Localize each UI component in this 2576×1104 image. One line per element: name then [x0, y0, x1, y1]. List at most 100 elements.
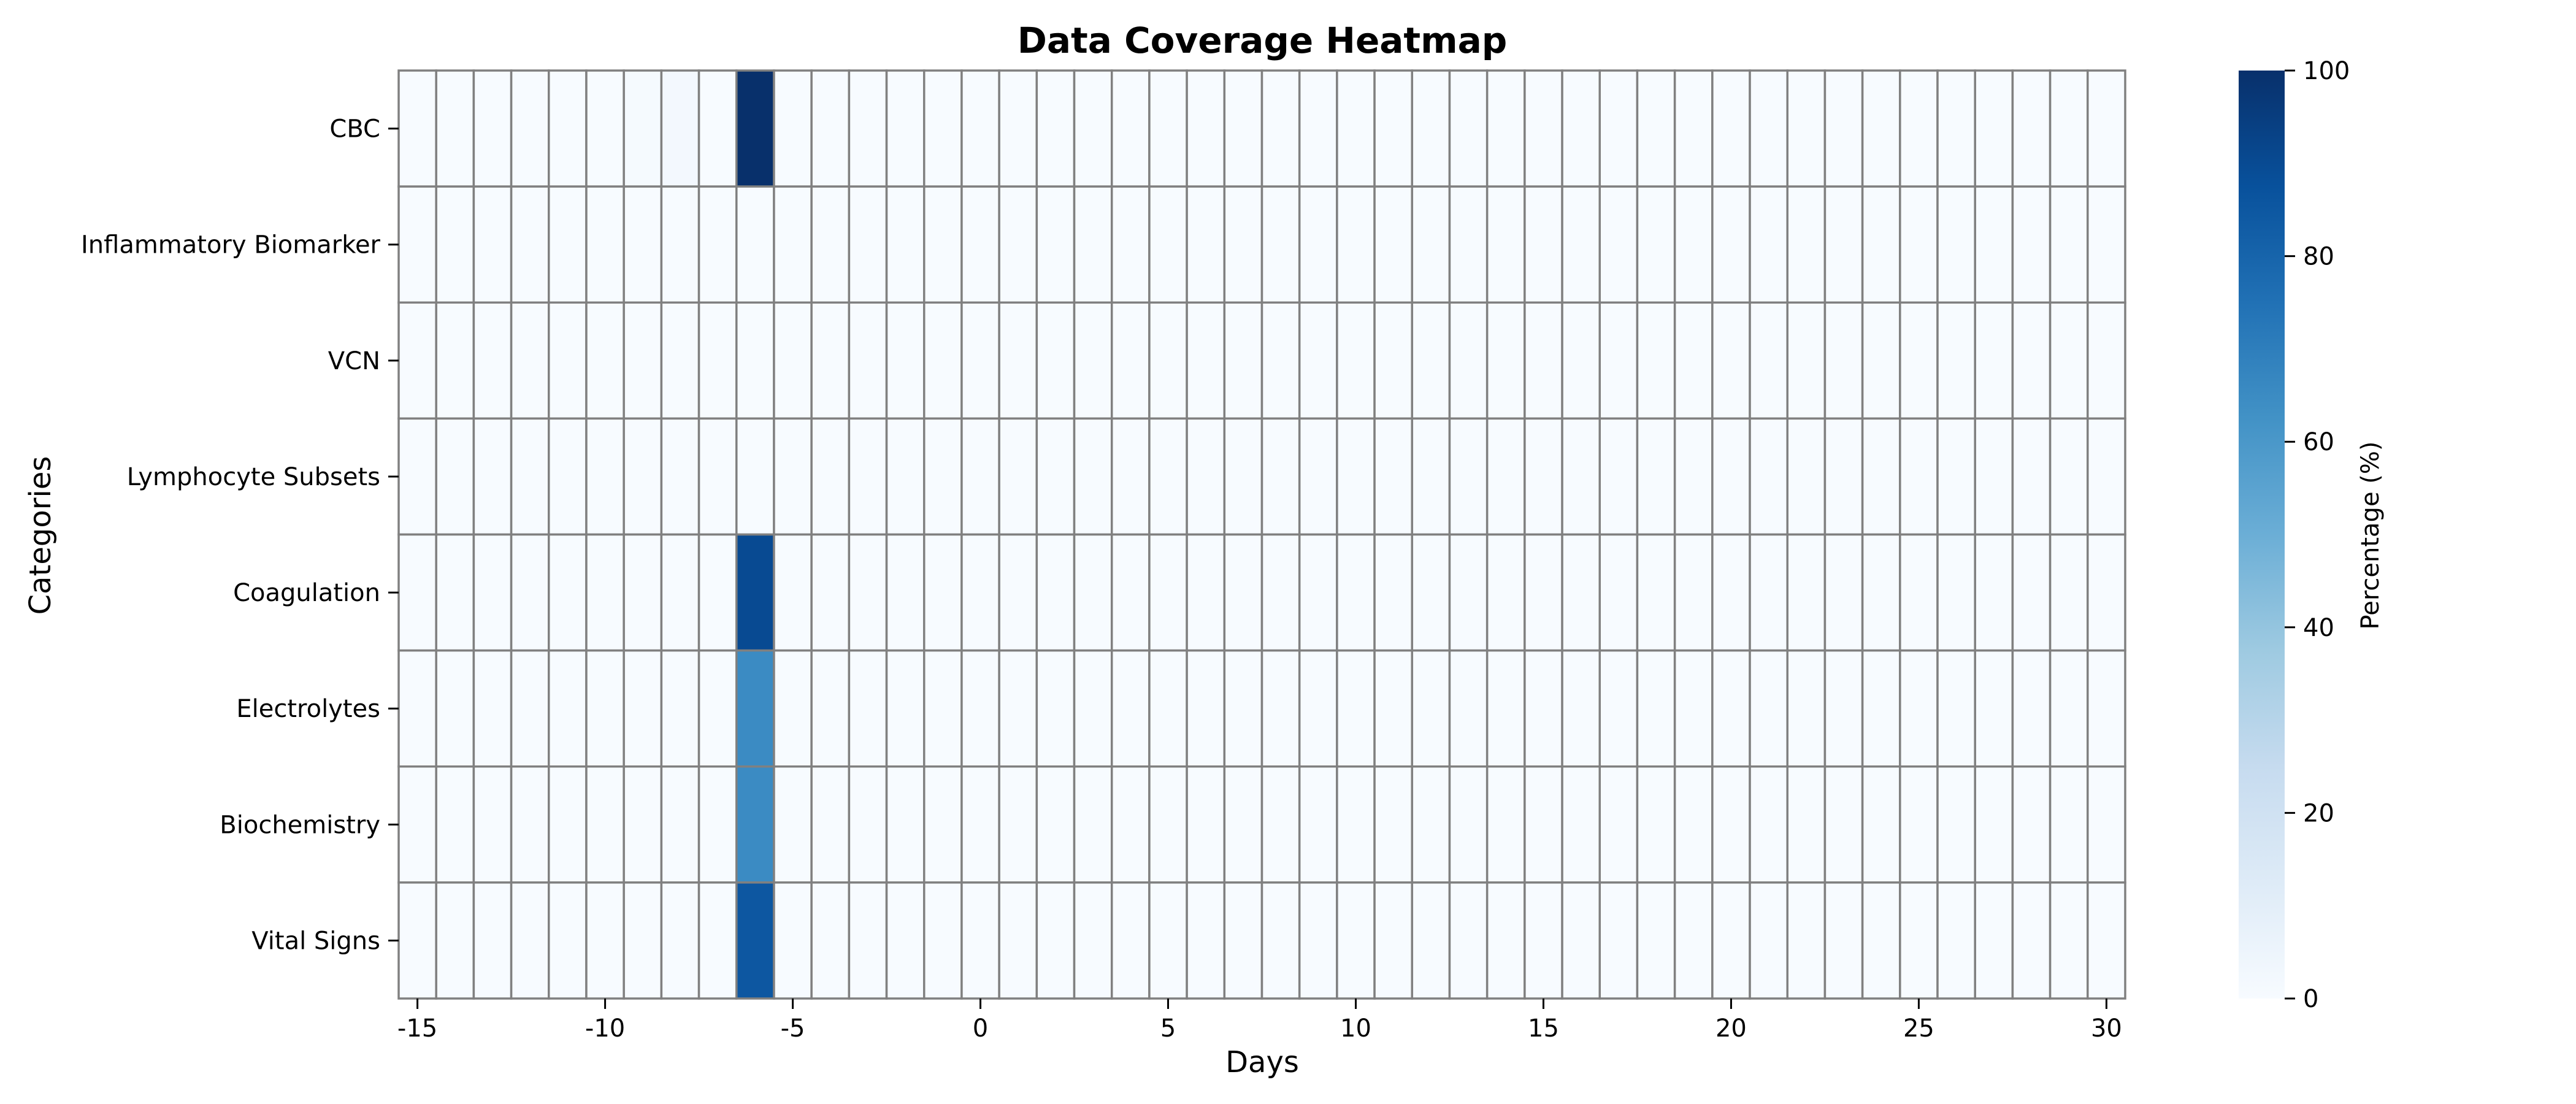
heatmap-cell — [2011, 881, 2052, 1000]
heatmap-cell — [1786, 69, 1827, 188]
heatmap-cell — [397, 649, 437, 768]
heatmap-cell — [1823, 185, 1864, 304]
heatmap-cell — [1298, 301, 1338, 420]
heatmap-cell — [1636, 765, 1676, 884]
heatmap-cell — [1223, 185, 1263, 304]
heatmap-cell — [2087, 649, 2126, 768]
heatmap-cell — [885, 417, 926, 536]
heatmap-cell — [960, 69, 1000, 188]
heatmap-cell — [1186, 881, 1226, 1000]
heatmap-cell — [1561, 649, 1601, 768]
x-tick-label: -15 — [397, 1014, 437, 1043]
heatmap-cell — [773, 765, 813, 884]
heatmap-cell — [998, 765, 1038, 884]
heatmap-cell — [998, 533, 1038, 652]
heatmap-cell — [1373, 533, 1414, 652]
heatmap-cell — [960, 533, 1000, 652]
y-tick-label: Biochemistry — [220, 811, 380, 839]
heatmap-cell — [2049, 765, 2089, 884]
heatmap-cell — [1411, 69, 1451, 188]
heatmap-cell — [1186, 649, 1226, 768]
heatmap-cell — [1073, 533, 1113, 652]
heatmap-cell — [435, 881, 475, 1000]
heatmap-cell — [1485, 533, 1526, 652]
heatmap-cell — [1673, 417, 1714, 536]
x-tick-label: 20 — [1715, 1014, 1747, 1043]
heatmap-cell — [1073, 185, 1113, 304]
heatmap-cell — [585, 417, 625, 536]
heatmap-cell — [735, 765, 775, 884]
heatmap-cell — [1823, 765, 1864, 884]
heatmap-cell — [660, 69, 700, 188]
heatmap-cell — [1899, 185, 1939, 304]
heatmap-cell — [660, 881, 700, 1000]
heatmap-cell — [660, 765, 700, 884]
heatmap-cell — [1524, 301, 1563, 420]
heatmap-cell — [510, 765, 550, 884]
y-tick-label: Lymphocyte Subsets — [127, 463, 380, 491]
heatmap-cell — [1749, 881, 1788, 1000]
heatmap-cell — [1749, 417, 1788, 536]
heatmap-cell — [1561, 881, 1601, 1000]
heatmap-cell — [922, 765, 963, 884]
heatmap-cell — [548, 185, 588, 304]
heatmap-cell — [1786, 881, 1827, 1000]
heatmap-cell — [1485, 69, 1526, 188]
heatmap-cell — [397, 185, 437, 304]
heatmap-cell — [848, 881, 888, 1000]
heatmap-cell — [1260, 649, 1301, 768]
heatmap-cell — [1223, 881, 1263, 1000]
heatmap-cell — [1974, 765, 2014, 884]
heatmap-cell — [1485, 765, 1526, 884]
heatmap-cell — [922, 649, 963, 768]
heatmap-cell — [2011, 649, 2052, 768]
heatmap-cell — [1073, 417, 1113, 536]
heatmap-cell — [1223, 417, 1263, 536]
heatmap-cell — [1749, 765, 1788, 884]
heatmap-cell — [922, 417, 963, 536]
heatmap-cell — [2049, 881, 2089, 1000]
heatmap-cell — [2011, 301, 2052, 420]
heatmap-cell — [1035, 881, 1076, 1000]
heatmap-cell — [1373, 417, 1414, 536]
heatmap-cell — [1298, 649, 1338, 768]
heatmap-cell — [1260, 301, 1301, 420]
heatmap-cell — [1485, 185, 1526, 304]
heatmap-cell — [435, 765, 475, 884]
heatmap-cell — [1636, 533, 1676, 652]
heatmap-cell — [472, 765, 513, 884]
heatmap-cell — [1260, 185, 1301, 304]
heatmap-cell — [1448, 533, 1489, 652]
heatmap-cell — [1298, 69, 1338, 188]
heatmap-cell — [1186, 765, 1226, 884]
heatmap-cell — [1336, 649, 1376, 768]
heatmap-cell — [1411, 765, 1451, 884]
heatmap-cell — [1561, 765, 1601, 884]
heatmap-cell — [1823, 417, 1864, 536]
heatmap-cell — [697, 649, 738, 768]
heatmap-cell — [810, 649, 851, 768]
heatmap-cell — [848, 185, 888, 304]
heatmap-cell — [1373, 185, 1414, 304]
heatmap-cell — [2049, 301, 2089, 420]
heatmap-cell — [810, 301, 851, 420]
x-tick-label: -10 — [585, 1014, 625, 1043]
heatmap-cell — [510, 69, 550, 188]
heatmap-cell — [1223, 533, 1263, 652]
heatmap-cell — [1598, 69, 1639, 188]
heatmap-cell — [1749, 185, 1788, 304]
heatmap-cell — [397, 69, 437, 188]
heatmap-cell — [1373, 69, 1414, 188]
heatmap-cell — [1598, 765, 1639, 884]
heatmap-cell — [1598, 881, 1639, 1000]
heatmap-cell — [472, 185, 513, 304]
heatmap-cell — [1485, 301, 1526, 420]
heatmap-cell — [1861, 69, 1901, 188]
heatmap-cell — [1110, 417, 1151, 536]
heatmap-cell — [1636, 69, 1676, 188]
heatmap-cell — [1861, 301, 1901, 420]
heatmap-cell — [397, 417, 437, 536]
heatmap-cell — [1673, 185, 1714, 304]
heatmap-cell — [1711, 417, 1751, 536]
heatmap-cell — [1336, 417, 1376, 536]
